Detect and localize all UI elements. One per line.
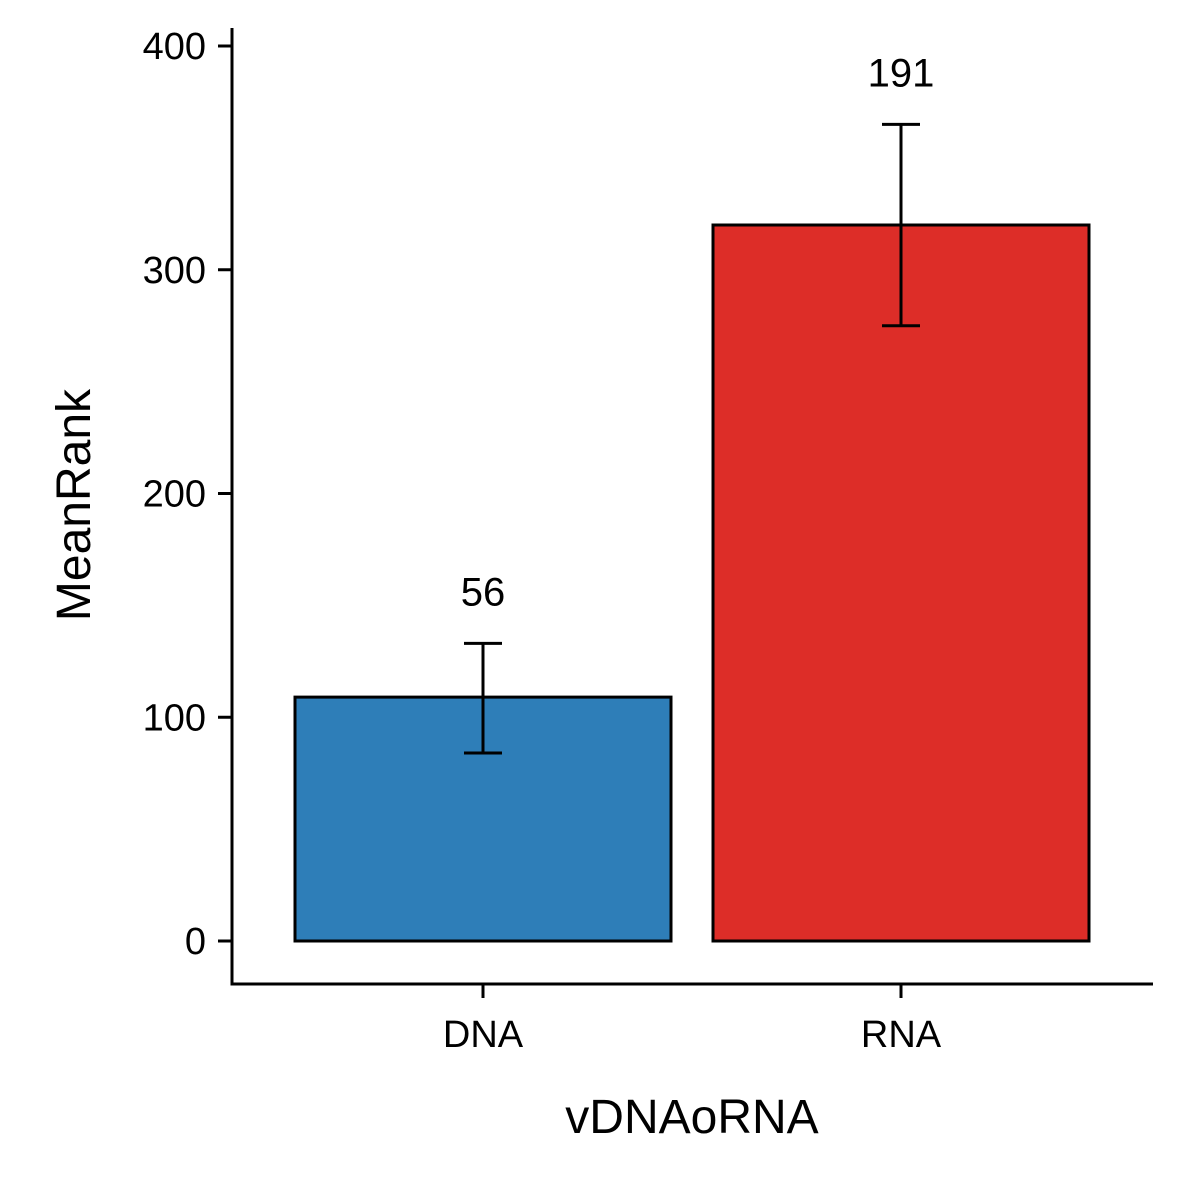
x-axis-ticks: DNA RNA xyxy=(443,984,942,1056)
y-tick-label: 100 xyxy=(143,697,206,739)
error-bars xyxy=(464,122,920,755)
y-tick-label: 200 xyxy=(143,474,206,516)
y-axis-ticks: 0 100 200 300 400 xyxy=(143,26,232,963)
error-bar-dna xyxy=(464,641,502,755)
y-tick-label: 0 xyxy=(185,921,206,963)
bar-label-rna: 191 xyxy=(868,51,935,95)
bar-rna xyxy=(711,223,1091,943)
bar-label-dna: 56 xyxy=(461,570,506,614)
bar-value-labels: 56 191 xyxy=(461,51,935,614)
error-bar-rna xyxy=(882,122,920,328)
x-axis-title: vDNAoRNA xyxy=(565,1091,818,1144)
bars xyxy=(293,223,1091,943)
y-tick-label: 400 xyxy=(143,26,206,68)
x-tick-label-rna: RNA xyxy=(861,1014,942,1056)
x-tick-label-dna: DNA xyxy=(443,1014,524,1056)
y-axis-title: MeanRank xyxy=(48,388,101,621)
y-tick-label: 300 xyxy=(143,250,206,292)
